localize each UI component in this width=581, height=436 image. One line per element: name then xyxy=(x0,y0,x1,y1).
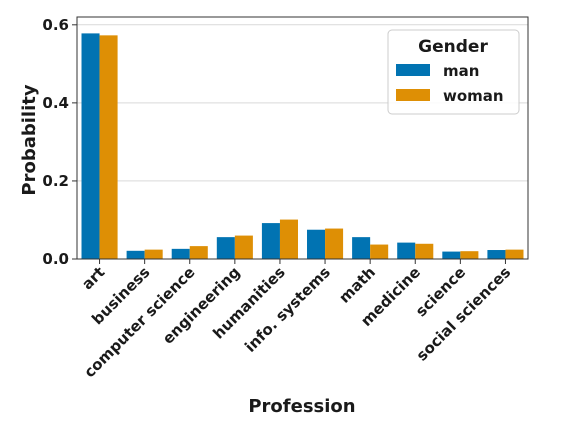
legend-title: Gender xyxy=(418,37,488,57)
bar-woman xyxy=(370,244,389,259)
legend: Gender man woman xyxy=(387,29,520,115)
bar-man xyxy=(126,250,145,259)
bar-woman xyxy=(505,249,524,259)
y-tick-label: 0.0 xyxy=(42,250,69,268)
bar-man xyxy=(487,250,506,259)
bar-man xyxy=(352,237,371,259)
bar-woman xyxy=(234,235,253,259)
bar-man xyxy=(397,242,416,259)
bars xyxy=(81,33,524,260)
x-axis-title: Profession xyxy=(248,396,355,417)
bar-woman xyxy=(144,249,163,259)
legend-label-woman: woman xyxy=(443,87,504,105)
bar-woman xyxy=(460,251,479,259)
y-tick-label: 0.2 xyxy=(42,172,69,190)
plot-border xyxy=(76,16,529,260)
bar-woman xyxy=(189,246,208,259)
x-tick-label: engineering xyxy=(159,263,244,348)
x-tick-label: math xyxy=(335,263,379,307)
bar-woman xyxy=(415,243,434,259)
bar-man xyxy=(216,237,235,259)
bar-man xyxy=(307,229,326,259)
legend-label-man: man xyxy=(443,62,479,80)
bar-man xyxy=(442,251,461,259)
plot-frame xyxy=(76,16,529,260)
y-tick-label: 0.6 xyxy=(42,16,69,34)
y-axis-ticks: 0.0 0.2 0.4 0.6 xyxy=(42,16,77,268)
y-tick-label: 0.4 xyxy=(42,94,69,112)
bar-man xyxy=(171,248,190,259)
bar-woman xyxy=(325,228,344,259)
bar-woman xyxy=(99,35,118,260)
bar-woman xyxy=(279,219,298,259)
bar-man xyxy=(81,33,100,259)
bar-man xyxy=(261,223,280,259)
x-tick-label: art xyxy=(78,263,108,293)
y-axis-title: Probability xyxy=(19,84,40,195)
legend-swatch-man xyxy=(396,64,430,76)
legend-swatch-woman xyxy=(396,89,430,101)
